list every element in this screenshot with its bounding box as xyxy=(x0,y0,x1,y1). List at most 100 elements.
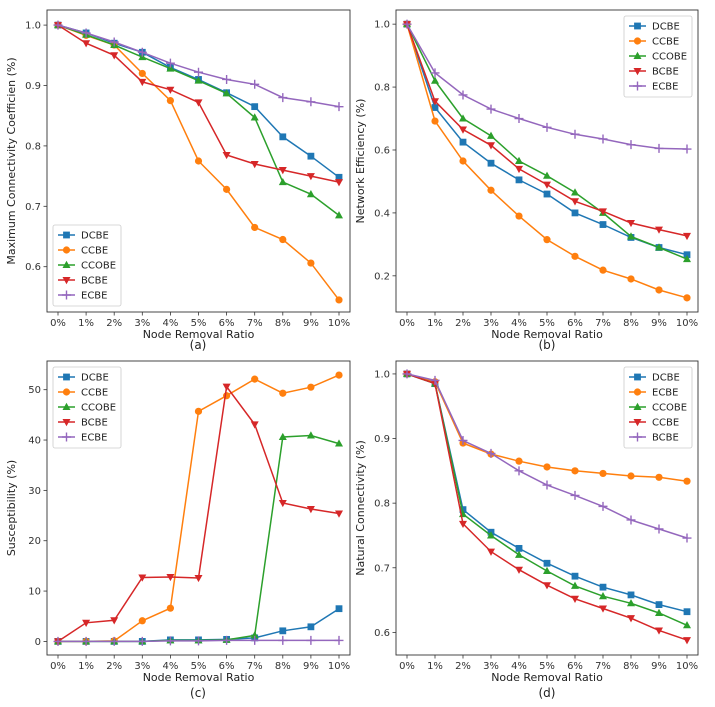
data-point xyxy=(459,157,467,165)
data-point xyxy=(626,140,636,150)
data-point xyxy=(430,68,440,78)
x-tick-label: 3% xyxy=(483,318,499,329)
y-tick-label: 0.9 xyxy=(374,434,390,445)
y-tick-label: 1.0 xyxy=(25,21,41,32)
legend-swatch-marker xyxy=(62,246,71,254)
x-tick-label: 6% xyxy=(219,661,235,672)
data-point xyxy=(682,533,692,543)
data-point xyxy=(278,432,287,441)
data-point xyxy=(515,566,523,574)
series-ecbe xyxy=(53,635,344,646)
x-tick-label: 1% xyxy=(78,661,94,672)
data-point xyxy=(166,573,175,582)
data-point xyxy=(278,93,288,103)
x-tick-label: 10% xyxy=(328,661,350,672)
chart-panel-d: 0% 1% 2% 3% 4% 5% 6% 7% 8% 9% 10% 0.6 0.7 0.8 0.9 1.0 No… xyxy=(354,360,699,700)
data-point xyxy=(306,506,315,514)
data-point xyxy=(194,67,203,77)
series-bcbe xyxy=(54,22,343,187)
data-point xyxy=(683,621,691,629)
data-point xyxy=(334,102,344,112)
x-tick-label: 0% xyxy=(399,661,415,672)
data-point xyxy=(514,466,524,476)
data-point xyxy=(655,243,663,251)
legend-label: ECBE xyxy=(652,82,678,93)
x-tick-label: 5% xyxy=(539,661,555,672)
data-point xyxy=(543,559,551,567)
data-point xyxy=(571,209,579,217)
data-point xyxy=(431,117,439,125)
y-tick-label: 0.7 xyxy=(374,563,390,574)
data-point xyxy=(250,79,260,89)
legend-box xyxy=(623,15,693,98)
data-point xyxy=(627,472,635,480)
data-point xyxy=(627,615,635,623)
series-ccobe xyxy=(403,19,691,263)
x-tick-label: 5% xyxy=(191,661,207,672)
data-point xyxy=(571,572,579,580)
data-point xyxy=(599,266,607,274)
series-bcbe xyxy=(403,21,691,241)
data-point xyxy=(223,185,231,193)
x-tick-label: 7% xyxy=(247,318,263,329)
data-point xyxy=(599,221,607,228)
data-point xyxy=(251,223,259,232)
legend: DCBE CCBE CCOBE BCBE ECBE xyxy=(623,15,693,98)
data-point xyxy=(599,605,607,613)
data-point xyxy=(306,97,316,107)
data-point xyxy=(683,232,691,241)
legend-label: BCBE xyxy=(652,67,679,78)
data-point xyxy=(82,40,91,48)
data-point xyxy=(543,566,551,574)
data-point xyxy=(571,595,579,603)
data-point xyxy=(402,369,412,379)
y-tick-label: 0.9 xyxy=(25,81,41,92)
x-tick-label: 9% xyxy=(303,318,319,329)
legend-label: CCBE xyxy=(81,388,108,399)
legend-label: DCBE xyxy=(652,373,680,384)
y-tick-label: 0.8 xyxy=(374,499,390,510)
panel-caption: (c) xyxy=(190,686,206,700)
data-point xyxy=(543,236,551,244)
x-axis-label: Node Removal Ratio xyxy=(491,671,603,684)
data-point xyxy=(166,64,175,72)
data-point xyxy=(194,76,203,84)
legend-label: ECBE xyxy=(652,388,678,399)
y-tick-label: 40 xyxy=(28,436,41,447)
data-point xyxy=(82,619,91,627)
x-tick-label: 10% xyxy=(676,318,698,329)
data-point xyxy=(250,161,259,169)
legend-swatch-marker xyxy=(634,373,641,381)
data-point xyxy=(307,259,315,267)
data-point xyxy=(279,389,287,397)
data-point xyxy=(515,544,523,552)
y-tick-label: 0.2 xyxy=(374,271,390,282)
x-axis-label: Node Removal Ratio xyxy=(491,328,603,341)
data-point xyxy=(222,89,231,97)
legend-swatch-marker xyxy=(633,37,642,45)
legend-swatch-marker xyxy=(633,68,642,76)
data-point xyxy=(251,375,259,383)
legend-label: CCBE xyxy=(652,37,679,48)
data-point xyxy=(683,608,691,616)
x-tick-label: 5% xyxy=(539,318,555,329)
y-tick-label: 1.0 xyxy=(374,20,390,31)
legend-swatch-marker xyxy=(634,22,641,30)
legend: DCBE ECBE CCOBE CCBE BCBE xyxy=(623,366,693,449)
data-point xyxy=(515,165,523,174)
data-point xyxy=(137,636,147,646)
data-point xyxy=(278,635,288,645)
data-point xyxy=(222,151,231,160)
x-tick-label: 6% xyxy=(567,318,583,329)
data-point xyxy=(307,152,315,160)
data-point xyxy=(194,99,203,107)
data-point xyxy=(250,631,259,639)
data-point xyxy=(599,592,607,600)
x-tick-label: 4% xyxy=(511,318,527,329)
x-tick-label: 0% xyxy=(399,318,415,329)
chart-panel-b: 0% 1% 2% 3% 4% 5% 6% 7% 8% 9% 10% 0.2 0.4 0.6 0.8 1.0 No… xyxy=(354,9,699,352)
data-point xyxy=(110,617,119,625)
y-tick-label: 0.6 xyxy=(25,262,41,273)
legend-label: DCBE xyxy=(81,231,109,242)
series-bcbe xyxy=(402,369,692,543)
